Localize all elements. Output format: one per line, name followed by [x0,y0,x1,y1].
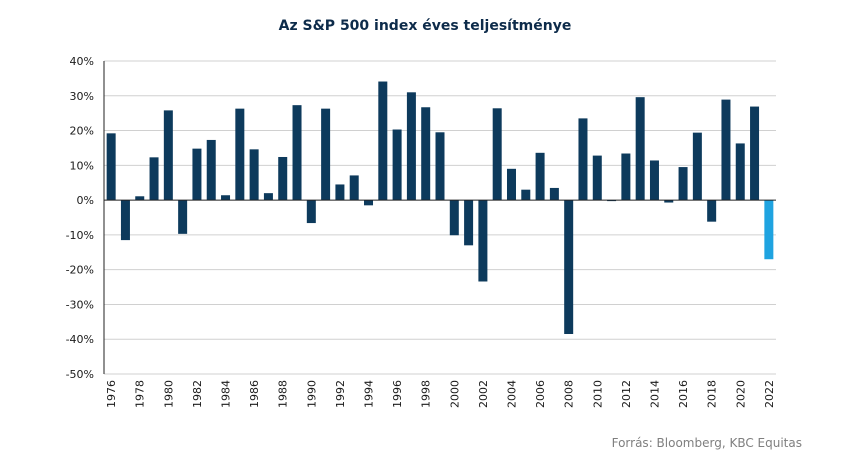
x-tick-label: 2020 [734,380,747,408]
bar-2004 [506,168,516,201]
bar-2010 [592,155,602,201]
bar-1991 [321,108,331,201]
x-tick-label: 2010 [591,380,604,408]
grid-lines [104,60,776,375]
bar-1990 [306,200,316,224]
x-tick-label: 1980 [162,380,175,408]
bar-2012 [621,153,631,201]
bar-1976 [106,133,116,201]
bar-1998 [421,107,431,201]
x-tick-label: 2004 [505,380,518,408]
bar-2020 [735,143,745,201]
bar-2016 [678,167,688,201]
x-tick-label: 1976 [105,380,118,408]
bar-1989 [292,105,302,201]
y-tick-label: 10% [70,159,94,172]
chart-title: Az S&P 500 index éves teljesítménye [278,18,572,34]
y-tick-label: -30% [66,298,94,311]
source-note: Forrás: Bloomberg, KBC Equitas [611,436,802,450]
x-tick-label: 1992 [334,380,347,408]
x-tick-label: 1994 [363,380,376,408]
bar-2013 [635,97,645,201]
x-tick-label: 2012 [620,380,633,408]
x-tick-label: 2018 [706,380,719,408]
y-tick-label: -50% [66,368,94,381]
bar-2009 [578,118,588,201]
y-tick-label: 0% [77,194,94,207]
x-tick-label: 2000 [448,380,461,408]
x-tick-label: 1984 [220,380,233,408]
x-tick-label: 2014 [648,380,661,408]
bar-2017 [692,132,702,201]
x-tick-label: 2016 [677,380,690,408]
bar-1982 [192,148,202,201]
bar-1987 [263,193,273,201]
x-tick-label: 2006 [534,380,547,408]
x-tick-label: 1978 [134,380,147,408]
bar-1996 [392,129,402,201]
bar-1995 [378,81,388,201]
bar-2007 [549,187,559,201]
x-tick-label: 1982 [191,380,204,408]
bar-1977 [120,200,130,241]
bar-2001 [464,200,474,246]
y-tick-label: -20% [66,264,94,277]
bar-2000 [449,200,459,236]
bar-1980 [163,110,173,201]
x-tick-label: 1988 [277,380,290,408]
y-tick-label: 30% [70,90,94,103]
bar-2019 [721,99,731,201]
bars [106,81,774,335]
bar-1978 [135,196,145,201]
tick-labels: 40% 30% 20% 10% 0% -10% -20% -30% -40% -50% 1976 19… [66,55,776,408]
bar-1993 [349,175,359,201]
bar-2002 [478,200,488,282]
y-tick-label: -10% [66,229,94,242]
bar-2015 [664,200,674,203]
bar-2022 [764,200,774,260]
bar-1979 [149,157,159,201]
bar-1988 [278,156,288,201]
y-tick-label: 20% [70,125,94,138]
bar-2003 [492,108,502,201]
bar-1994 [364,200,374,206]
bar-1992 [335,184,345,201]
bar-2005 [521,189,531,201]
bar-1984 [221,195,231,201]
bar-1997 [406,92,416,201]
bar-2014 [649,160,659,201]
bar-2006 [535,152,545,201]
x-tick-label: 2008 [563,380,576,408]
x-tick-label: 1990 [305,380,318,408]
bar-1986 [249,149,259,201]
x-tick-label: 1986 [248,380,261,408]
axes [103,61,776,374]
bar-2008 [564,200,574,335]
x-tick-label: 1998 [420,380,433,408]
x-tick-label: 2002 [477,380,490,408]
bar-1985 [235,108,245,201]
bar-1983 [206,139,216,201]
bar-1999 [435,132,445,201]
y-tick-label: -40% [66,333,94,346]
bar-2018 [707,200,717,222]
x-tick-label: 2022 [763,380,776,408]
bar-1981 [178,200,188,234]
x-tick-label: 1996 [391,380,404,408]
bar-2021 [750,106,760,201]
y-tick-label: 40% [70,55,94,68]
